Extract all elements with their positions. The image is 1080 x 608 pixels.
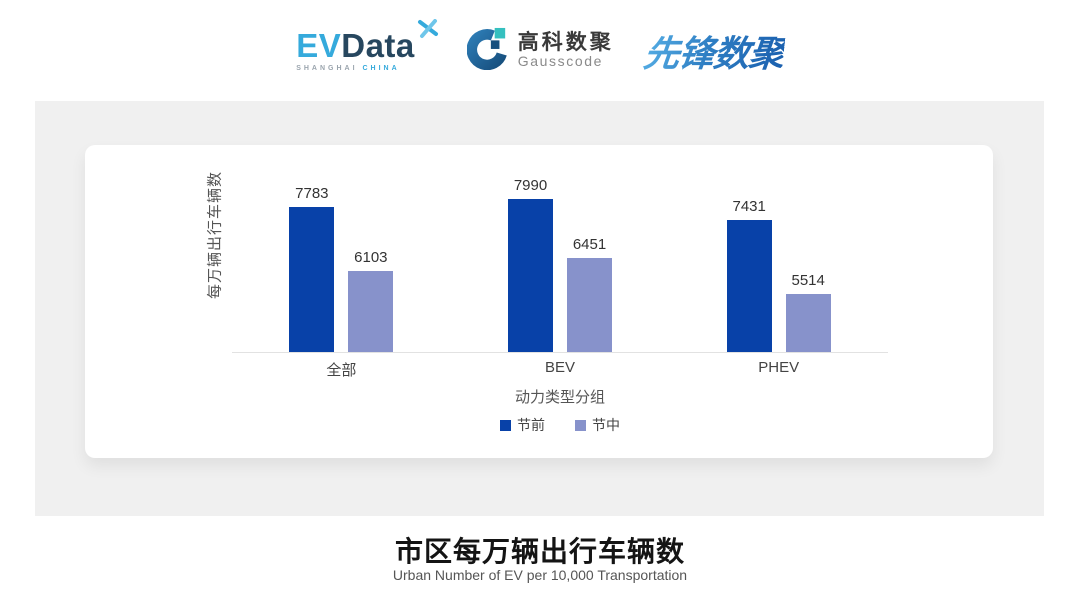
evdata-wordmark: EVData [296, 29, 415, 62]
bar [508, 199, 553, 352]
bar-column: 7431 [726, 198, 772, 352]
bar-value-label: 6103 [354, 249, 388, 266]
bar-value-label: 6451 [572, 236, 607, 253]
x-axis-line [232, 352, 888, 353]
chart-card: 每万辆出行车辆数 7783 6103 7990 6451 7431 5514 全部 BEV P… [85, 145, 993, 458]
bar-column: 7990 [508, 177, 553, 352]
bar-column: 5514 [785, 272, 831, 352]
bar-column: 7783 [289, 185, 335, 352]
gausscode-en-text: Gausscode [517, 53, 603, 70]
bar-value-label: 7431 [732, 198, 766, 215]
bar-column: 6451 [567, 236, 612, 352]
bar-group: 7431 5514 [669, 160, 888, 352]
bar-value-label: 7990 [513, 177, 548, 194]
logo-strip: EVData SHANGHAI CHINA [0, 0, 1080, 101]
bar [785, 294, 831, 352]
x-tick-label: PHEV [758, 359, 800, 376]
bar-value-label: 5514 [791, 272, 825, 289]
poster-subtitle: Urban Number of EV per 10,000 Transporta… [392, 567, 688, 583]
evdata-ev-text: EV [296, 27, 342, 64]
gausscode-mark-icon [466, 26, 509, 75]
evdata-shanghai-text: SHANGHAI [296, 65, 358, 72]
chart-panel: 每万辆出行车辆数 7783 6103 7990 6451 7431 5514 全部 BEV P… [35, 101, 1044, 516]
bar [567, 258, 612, 352]
legend-item: 节前 [500, 415, 545, 435]
gausscode-logo: 高科数聚 Gausscode [466, 26, 614, 75]
legend-swatch [575, 419, 586, 431]
evdata-logo: EVData SHANGHAI CHINA [296, 19, 438, 72]
bar-group: 7783 6103 [232, 160, 451, 352]
x-axis-title: 动力类型分组 [514, 389, 605, 406]
poster-title: 市区每万辆出行车辆数 [394, 536, 685, 567]
legend-item: 节中 [575, 415, 620, 435]
x-tick-row: 全部 BEV PHEV [232, 359, 888, 380]
evdata-data-text: Data [341, 27, 415, 64]
gausscode-cn-text: 高科数聚 [517, 31, 614, 55]
legend-label: 节中 [592, 417, 620, 433]
bar-column: 6103 [348, 249, 394, 352]
evdata-spark-icon [417, 19, 439, 44]
bar [726, 220, 772, 352]
legend-label: 节前 [517, 417, 545, 433]
bar [348, 271, 394, 352]
bar-value-label: 7783 [295, 185, 329, 202]
x-tick-label: 全部 [326, 362, 357, 379]
chart-legend: 节前 节中 [232, 415, 888, 435]
y-axis-title: 每万辆出行车辆数 [206, 170, 224, 300]
evdata-china-text: CHINA [362, 65, 400, 72]
plot-area: 7783 6103 7990 6451 7431 5514 [232, 160, 888, 352]
legend-swatch [500, 419, 511, 431]
gausscode-text: 高科数聚 Gausscode [518, 31, 614, 69]
evdata-subtext: SHANGHAI CHINA [296, 65, 399, 72]
bar [289, 207, 335, 352]
xianfeng-logo: 先锋数聚 [641, 25, 786, 77]
bar-group: 7990 6451 [451, 160, 670, 352]
x-tick-label: BEV [545, 359, 576, 376]
